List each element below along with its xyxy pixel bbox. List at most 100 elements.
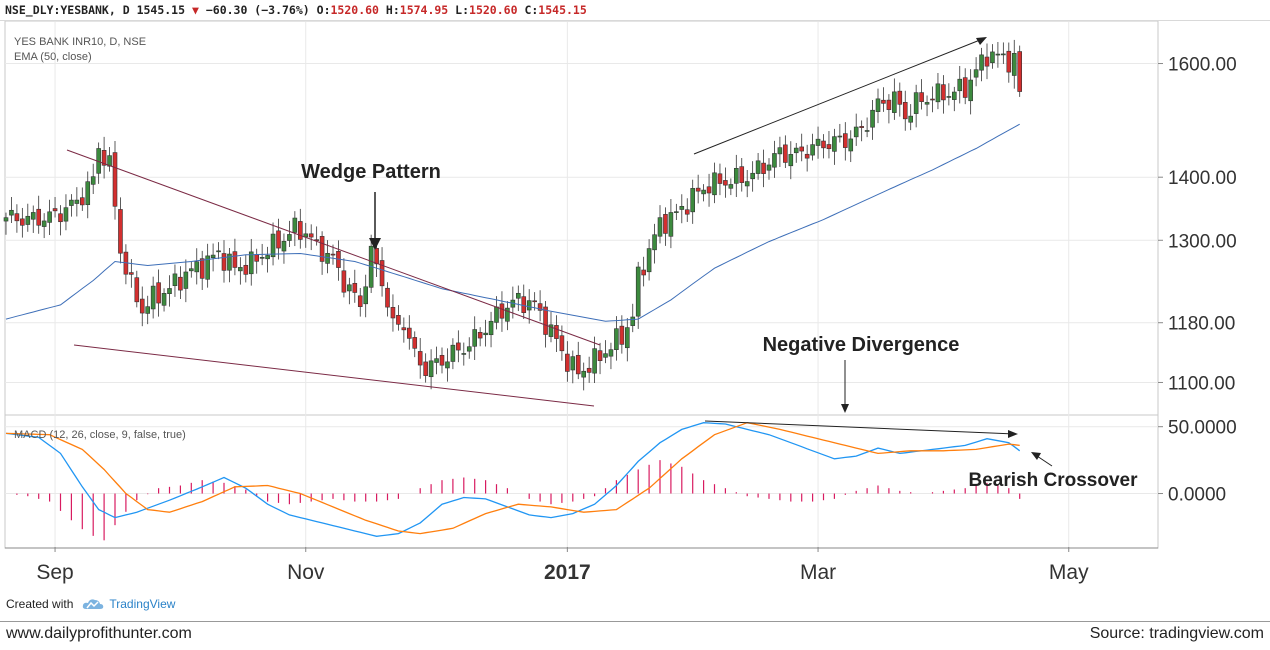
candle-body [913, 92, 919, 114]
candle-body [390, 307, 396, 319]
candle-body [515, 292, 521, 299]
candle-body [848, 138, 854, 152]
time-tick-label: 2017 [544, 561, 591, 584]
candle-body [417, 351, 423, 366]
macd-tick-label: 50.0000 [1168, 418, 1237, 439]
candle-body [908, 115, 914, 123]
down-triangle-icon: ▼ [191, 3, 199, 17]
tradingview-link[interactable]: TradingView [109, 597, 176, 611]
header-open-label: O: [316, 3, 331, 17]
candle-body [679, 206, 685, 210]
candle-body [619, 325, 625, 345]
candle-body [107, 155, 112, 167]
header-open: 1520.60 [330, 3, 379, 17]
candle-body [657, 217, 663, 237]
header-close-label: C: [524, 3, 539, 17]
price-trend-arrow [693, 37, 986, 155]
candle-body [842, 133, 848, 148]
symbol-header: NSE_DLY:YESBANK, D 1545.15 ▼ −60.30 (−3.… [0, 0, 1270, 21]
candle-body [58, 213, 63, 223]
candle-body [74, 199, 80, 204]
candle-body [352, 282, 358, 293]
line-layer [5, 123, 1021, 537]
legend-ema: EMA (50, close) [14, 51, 92, 63]
candle-body [347, 284, 352, 292]
candle-body [205, 255, 210, 280]
candle-body [941, 84, 946, 101]
candle-body [63, 207, 69, 222]
wedge-upper-line [66, 149, 601, 346]
price-tick-label: 1300.00 [1168, 231, 1237, 252]
candle-body [575, 354, 581, 375]
candle-body [684, 209, 690, 215]
candle-body [270, 233, 276, 258]
candle-body [695, 187, 701, 192]
created-with-label: Created with [6, 597, 74, 611]
candle-body [750, 172, 755, 180]
candle-body [810, 144, 815, 156]
candle-body [548, 324, 554, 337]
candle-body [892, 91, 897, 113]
candle-body [85, 181, 91, 206]
candle-body [875, 98, 881, 112]
candle-body [461, 353, 467, 355]
candle-body [641, 269, 646, 276]
candle-body [690, 188, 696, 213]
candle-body [178, 276, 183, 291]
candle-body [297, 221, 303, 240]
source-credit: Source: tradingview.com [1089, 625, 1264, 642]
candle-body [363, 286, 369, 305]
candle-body [330, 253, 336, 256]
candle-body [635, 266, 641, 317]
candle-body [90, 176, 96, 185]
candle-body [281, 240, 287, 252]
time-tick-label: Nov [287, 561, 325, 584]
candle-body [401, 327, 407, 331]
candle-body [565, 353, 570, 372]
candle-body [483, 332, 488, 336]
candle-body [385, 287, 390, 308]
candle-layer [3, 39, 1023, 391]
candle-body [663, 214, 668, 234]
candle-body [744, 181, 750, 187]
header-high-label: H: [385, 3, 400, 17]
crossover-arrowhead [1031, 452, 1041, 460]
candle-body [733, 168, 739, 184]
candle-body [793, 147, 799, 154]
candle-body [701, 189, 706, 195]
candle-body [788, 154, 794, 167]
candle-body [554, 325, 559, 339]
candle-body [946, 96, 952, 98]
candle-body [292, 217, 298, 233]
candle-body [935, 83, 941, 103]
cloud-icon [83, 599, 104, 609]
candle-body [210, 254, 216, 259]
candle-body [597, 350, 603, 361]
candle-body [979, 54, 984, 71]
candle-body [52, 208, 58, 212]
candle-body [9, 209, 14, 216]
candle-body [826, 144, 832, 150]
candle-body [20, 218, 25, 226]
candle-body [603, 353, 608, 358]
candle-body [832, 136, 837, 152]
candle-body [396, 315, 401, 325]
footer-divider [0, 621, 1270, 622]
candle-body [30, 212, 36, 220]
candle-body [586, 367, 592, 373]
candle-body [777, 147, 783, 155]
wedge-lower-line [73, 344, 595, 407]
candle-body [112, 152, 118, 207]
candle-body [357, 295, 363, 307]
time-tick-label: May [1049, 561, 1089, 584]
candle-body [853, 126, 859, 138]
candle-body [161, 293, 167, 306]
site-url[interactable]: www.dailyprofithunter.com [6, 625, 192, 642]
candle-body [783, 144, 788, 163]
candle-body [951, 91, 957, 100]
candle-body [134, 277, 140, 303]
annotation-crossover: Bearish Crossover [969, 470, 1139, 491]
annotation-wedge: Wedge Pattern [301, 161, 441, 183]
macd-line [5, 422, 1021, 537]
